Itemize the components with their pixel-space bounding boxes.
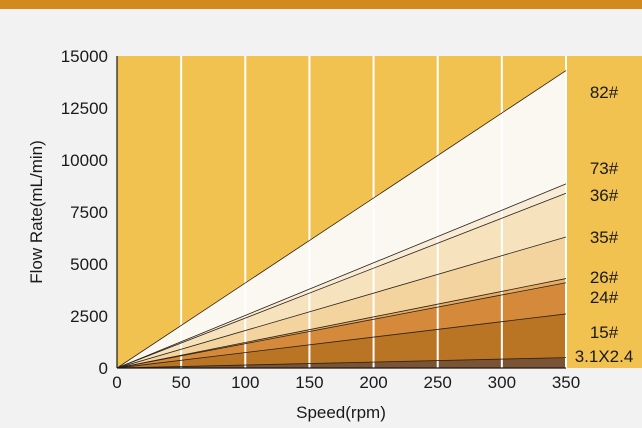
line-26 <box>116 278 567 369</box>
y-tick-7500: 7500 <box>70 203 108 222</box>
vertical-gridlines <box>180 56 567 368</box>
x-tick-50: 50 <box>172 373 191 392</box>
x-tick-350: 350 <box>552 373 580 392</box>
series-labels: 82# 73# 36# 35# 26#24# 15# 3.1X2.4 <box>575 83 634 366</box>
line-24 <box>116 282 567 369</box>
line-82 <box>116 70 567 369</box>
series-label-15: 15# <box>590 323 619 342</box>
series-label-26: 26# <box>590 268 619 287</box>
line-36 <box>116 192 567 369</box>
axes <box>116 56 566 369</box>
x-tick-300: 300 <box>488 373 516 392</box>
x-tick-200: 200 <box>359 373 387 392</box>
line-15 <box>116 313 567 369</box>
y-tick-0: 0 <box>99 359 108 378</box>
x-tick-150: 150 <box>295 373 323 392</box>
y-tick-labels: 0 2500 5000 7500 10000 12500 15000 <box>61 47 108 378</box>
series-label-82: 82# <box>590 83 619 102</box>
y-tick-2500: 2500 <box>70 307 108 326</box>
y-tick-5000: 5000 <box>70 255 108 274</box>
series-label-73: 73# <box>590 159 619 178</box>
x-axis-title: Speed(rpm) <box>296 403 386 422</box>
x-tick-0: 0 <box>112 373 121 392</box>
series-boundary-lines <box>116 70 567 369</box>
top-accent-bar <box>0 0 642 9</box>
y-tick-12500: 12500 <box>61 99 108 118</box>
y-tick-10000: 10000 <box>61 151 108 170</box>
line-73 <box>116 183 567 369</box>
x-tick-250: 250 <box>424 373 452 392</box>
x-tick-labels: 0 50 100 150 200 250 300 350 <box>112 373 580 392</box>
series-label-35: 35# <box>590 228 619 247</box>
y-tick-15000: 15000 <box>61 47 108 66</box>
series-label-24: 24# <box>590 288 619 307</box>
line-3-1x2-4 <box>116 357 567 369</box>
y-axis-title: Flow Rate(mL/min) <box>27 140 46 284</box>
series-label-36: 36# <box>590 186 619 205</box>
line-35 <box>116 236 567 369</box>
series-label-3-1x2-4: 3.1X2.4 <box>575 347 634 366</box>
x-tick-100: 100 <box>231 373 259 392</box>
